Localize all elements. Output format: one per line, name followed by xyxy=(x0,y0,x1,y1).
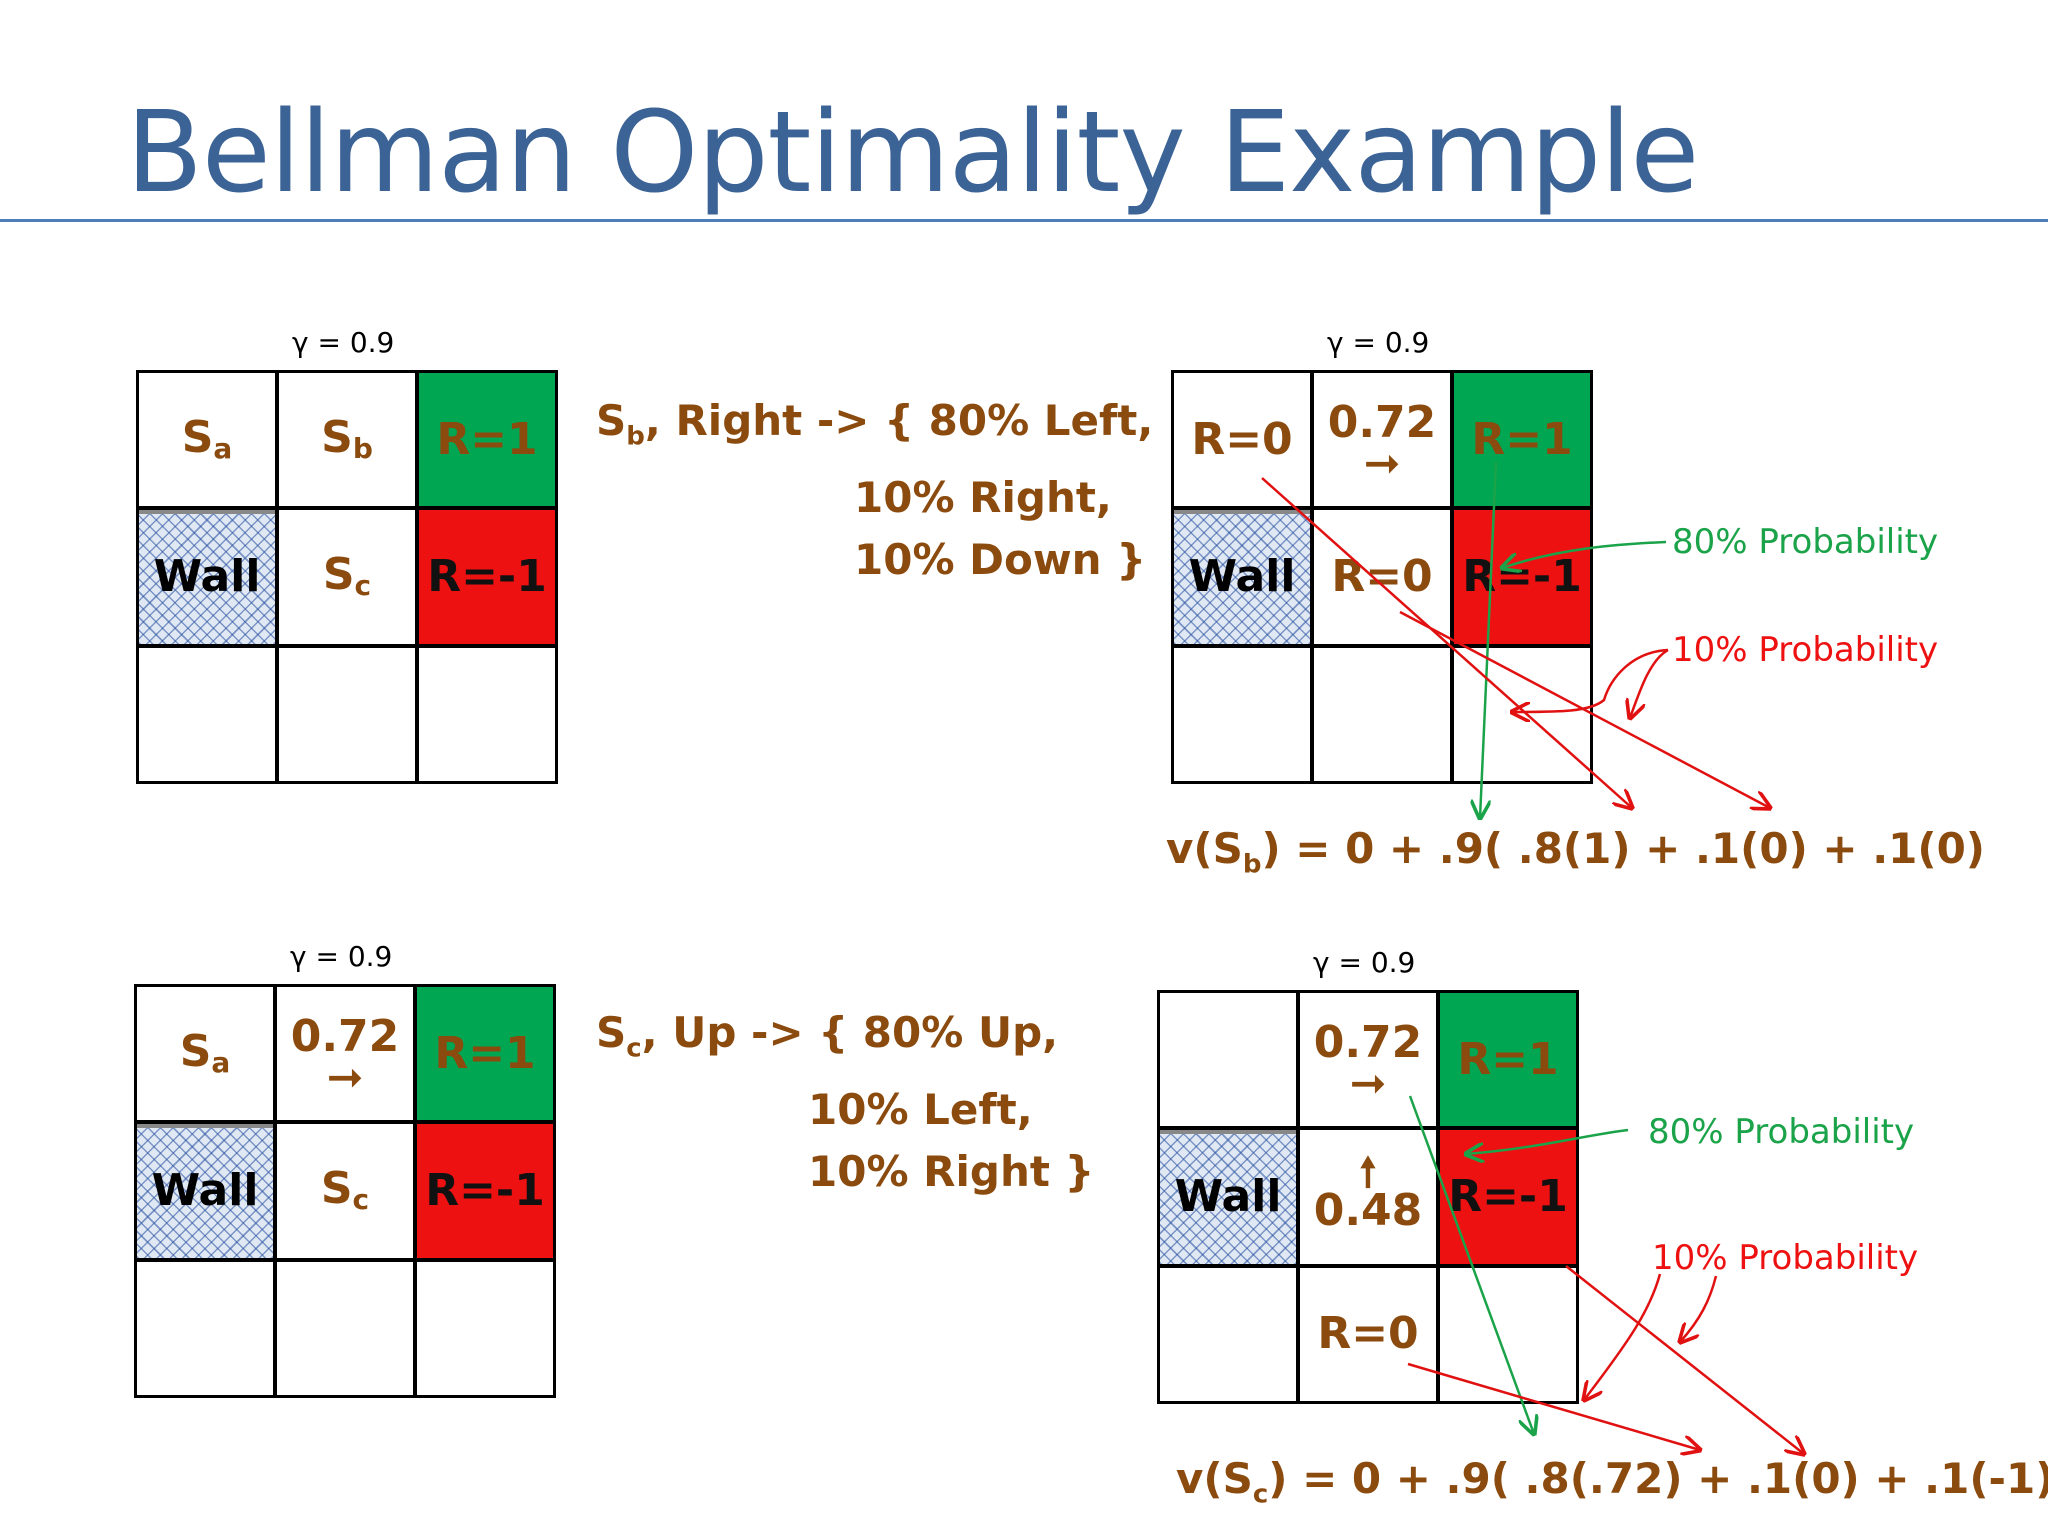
cell-sa: Sa xyxy=(139,373,275,507)
cell-r0: R=0 xyxy=(1300,1267,1436,1401)
prob-10-label-tr: 10% Probability xyxy=(1672,630,1939,670)
gamma-label-tl: γ = 0.9 xyxy=(292,326,395,359)
green-transition-arrow xyxy=(1408,1095,1534,1434)
red-pointer xyxy=(1630,648,1669,718)
cell-empty xyxy=(1314,647,1450,781)
transition-rule-tl: Sb, Right -> { 80% Left, 10% Right, 10% … xyxy=(596,396,1154,585)
gamma-label-br: γ = 0.9 xyxy=(1313,946,1416,979)
transition-rule-bl: Sc, Up -> { 80% Up, 10% Left, 10% Right … xyxy=(596,1008,1095,1197)
cell-sb-value: 0.72 ➞ xyxy=(1314,373,1450,507)
cell-goal: R=1 xyxy=(1440,993,1576,1127)
cell-empty xyxy=(419,647,555,781)
cell-pit: R=-1 xyxy=(417,1124,553,1258)
cell-empty xyxy=(1440,1267,1576,1401)
prob-80-label-tr: 80% Probability xyxy=(1672,522,1939,562)
equation-vsc: v(Sc) = 0 + .9( .8(.72) + .1(0) + .1(-1) xyxy=(1176,1454,2048,1510)
cell-empty xyxy=(1160,993,1296,1127)
gamma-label-tr: γ = 0.9 xyxy=(1327,326,1430,359)
title-underline xyxy=(0,219,2048,222)
cell-empty xyxy=(1160,1267,1296,1401)
cell-sb-value: 0.72 ➞ xyxy=(277,987,413,1121)
up-arrow-icon: 🠕 xyxy=(1359,1149,1377,1196)
cell-empty xyxy=(417,1261,553,1395)
cell-sc: Sc xyxy=(277,1124,413,1258)
cell-sc-value: 🠕 0.48 xyxy=(1300,1130,1436,1264)
cell-empty xyxy=(137,1261,273,1395)
cell-sa: Sa xyxy=(137,987,273,1121)
red-transition-arrow xyxy=(1407,1362,1700,1450)
red-pointer xyxy=(1680,1275,1718,1342)
cell-r0: R=0 xyxy=(1174,373,1310,507)
cell-empty xyxy=(279,647,415,781)
green-transition-arrow xyxy=(1480,461,1498,818)
gamma-label-bl: γ = 0.9 xyxy=(290,940,393,973)
cell-sc-value: R=0 xyxy=(1314,510,1450,644)
cell-empty xyxy=(277,1261,413,1395)
slide-title: Bellman Optimality Example xyxy=(126,88,1699,218)
cell-goal: R=1 xyxy=(417,987,553,1121)
red-transition-arrow xyxy=(1261,477,1632,808)
cell-pit: R=-1 xyxy=(1454,510,1590,644)
gridworld-bl: Sa 0.72 ➞ R=1 Wall Sc R=-1 xyxy=(134,984,556,1398)
gridworld-br: 0.72 ➞ R=1 Wall 🠕 0.48 R=-1 R=0 xyxy=(1157,990,1579,1404)
cell-sc: Sc xyxy=(279,510,415,644)
gridworld-tl: Sa Sb R=1 Wall Sc R=-1 xyxy=(136,370,558,784)
prob-80-label-br: 80% Probability xyxy=(1648,1112,1915,1152)
red-transition-arrow xyxy=(1565,1265,1804,1454)
equation-vsb: v(Sb) = 0 + .9( .8(1) + .1(0) + .1(0) xyxy=(1166,824,1985,880)
cell-wall: Wall xyxy=(1174,510,1310,644)
cell-pit: R=-1 xyxy=(419,510,555,644)
cell-wall: Wall xyxy=(137,1124,273,1258)
green-pointer xyxy=(1466,1128,1629,1154)
cell-sb: Sb xyxy=(279,373,415,507)
cell-empty xyxy=(1174,647,1310,781)
cell-wall: Wall xyxy=(1160,1130,1296,1264)
red-pointer xyxy=(1512,648,1669,712)
prob-10-label-br: 10% Probability xyxy=(1652,1238,1919,1278)
red-transition-arrow xyxy=(1399,610,1770,808)
cell-goal: R=1 xyxy=(419,373,555,507)
red-pointer xyxy=(1584,1273,1662,1400)
cell-wall: Wall xyxy=(139,510,275,644)
cell-goal: R=1 xyxy=(1454,373,1590,507)
green-pointer xyxy=(1502,540,1667,568)
cell-empty xyxy=(139,647,275,781)
